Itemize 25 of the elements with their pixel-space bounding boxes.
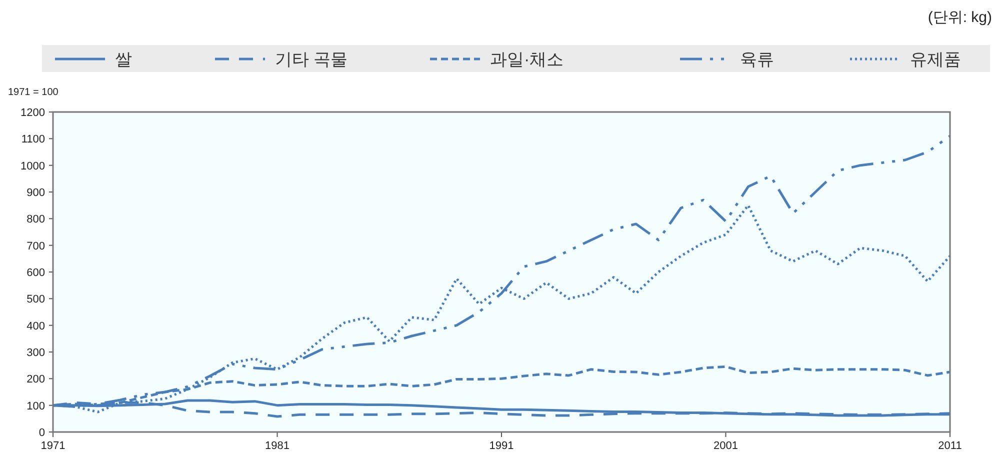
- y-tick-label: 700: [26, 240, 45, 252]
- y-tick-label: 500: [26, 294, 45, 306]
- text: 1971 = 100: [8, 87, 59, 98]
- legend-label: 과일·채소: [490, 50, 564, 69]
- x-tick-label: 1991: [489, 440, 514, 452]
- x-tick-label: 1981: [265, 440, 290, 452]
- text: (단위: kg): [928, 9, 992, 26]
- y-tick-label: 600: [26, 267, 45, 279]
- y-tick-label: 1200: [20, 107, 45, 119]
- x-tick-label: 2011: [938, 440, 962, 452]
- legend-label: 유제품: [910, 50, 961, 69]
- y-tick-label: 0: [38, 427, 45, 439]
- legend-label: 기타 곡물: [275, 50, 348, 69]
- y-tick-label: 1100: [21, 134, 45, 146]
- legend-label: 육류: [740, 50, 774, 69]
- x-tick-label: 1971: [40, 440, 66, 452]
- y-tick-label: 200: [26, 374, 45, 386]
- legend-label: 쌀: [115, 50, 132, 69]
- y-tick-label: 400: [26, 320, 45, 332]
- y-tick-label: 100: [26, 400, 45, 412]
- y-tick-label: 300: [26, 347, 45, 359]
- x-tick-label: 2001: [714, 440, 738, 452]
- y-tick-label: 900: [26, 187, 45, 199]
- y-tick-label: 1000: [20, 160, 45, 172]
- y-tick-label: 800: [26, 214, 45, 226]
